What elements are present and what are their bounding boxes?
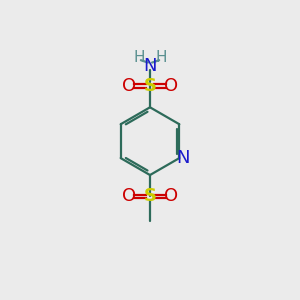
Text: S: S — [143, 187, 157, 205]
Text: O: O — [122, 77, 136, 95]
Text: O: O — [122, 187, 136, 205]
Text: H: H — [133, 50, 145, 65]
Text: S: S — [143, 77, 157, 95]
Text: O: O — [164, 77, 178, 95]
Text: N: N — [143, 57, 157, 75]
Text: H: H — [155, 50, 167, 65]
Text: N: N — [176, 149, 190, 167]
Text: O: O — [164, 187, 178, 205]
